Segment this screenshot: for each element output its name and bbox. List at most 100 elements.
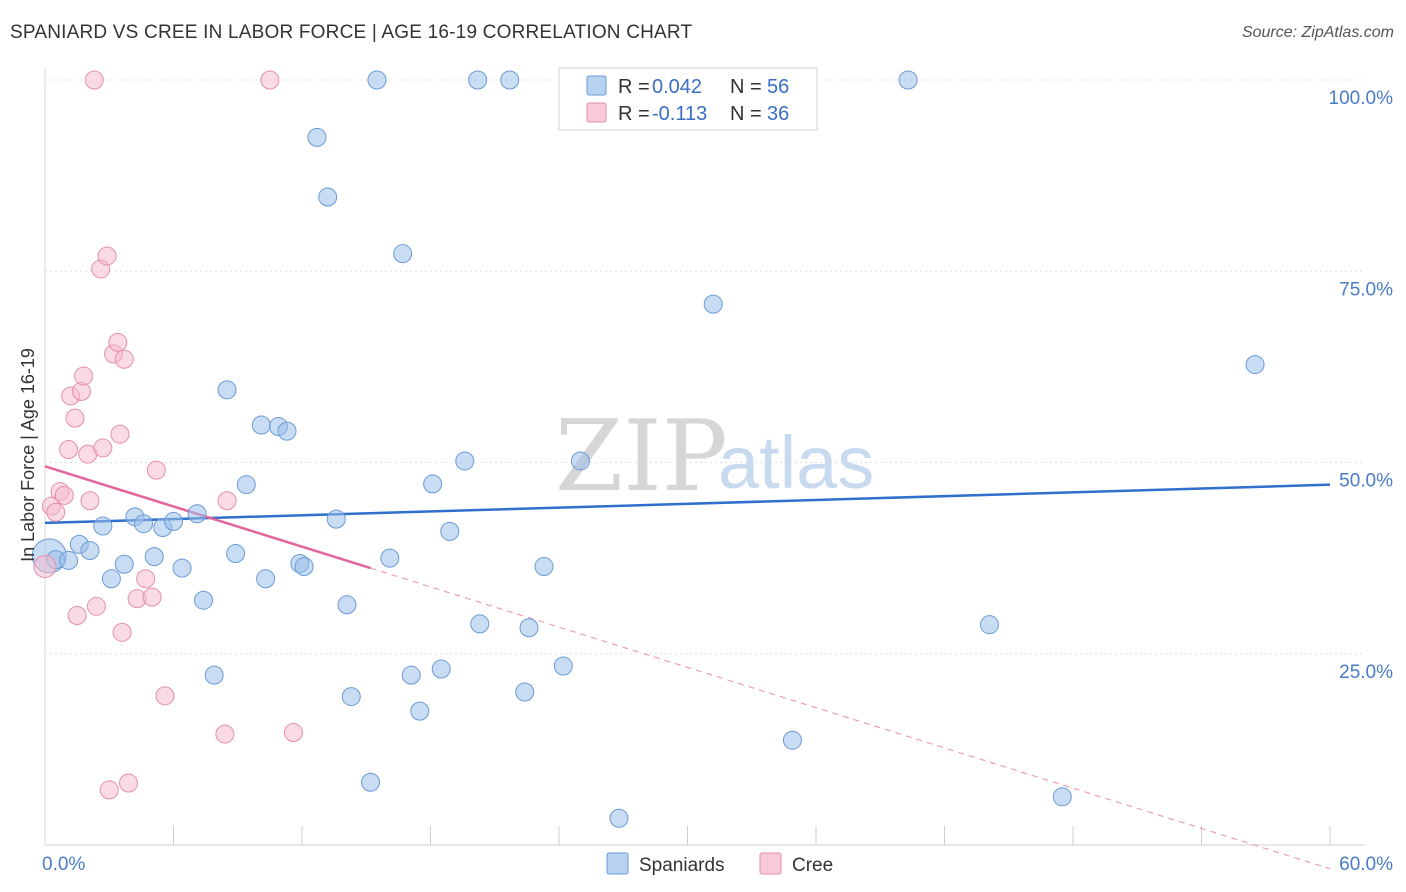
legend-swatch-spaniards bbox=[586, 75, 607, 96]
point-spaniards bbox=[193, 590, 213, 610]
point-spaniards bbox=[455, 451, 475, 471]
point-spaniards bbox=[515, 682, 535, 702]
point-cree bbox=[80, 491, 100, 511]
point-cree bbox=[108, 332, 128, 352]
point-spaniards bbox=[782, 730, 802, 750]
point-spaniards bbox=[553, 656, 573, 676]
point-spaniards bbox=[337, 595, 357, 615]
point-spaniards bbox=[440, 521, 460, 541]
point-cree bbox=[54, 485, 74, 505]
point-cree bbox=[110, 424, 130, 444]
y-tick-label: 75.0% bbox=[1339, 279, 1393, 300]
trend-line-cree bbox=[44, 465, 371, 570]
watermark: ZIP atlas bbox=[555, 400, 874, 514]
point-spaniards bbox=[401, 665, 421, 685]
point-spaniards bbox=[1245, 355, 1265, 375]
point-cree bbox=[283, 723, 303, 743]
point-spaniards bbox=[59, 550, 79, 570]
point-cree bbox=[155, 686, 175, 706]
point-cree bbox=[142, 587, 162, 607]
x-tick-label-max: 60.0% bbox=[1339, 854, 1393, 875]
point-spaniards bbox=[326, 509, 346, 529]
point-spaniards bbox=[187, 504, 207, 524]
source-note: Source: ZipAtlas.com bbox=[1241, 24, 1394, 41]
point-cree bbox=[114, 349, 134, 369]
point-spaniards bbox=[570, 451, 590, 471]
point-cree bbox=[260, 70, 280, 90]
series-legend-label-cree: Cree bbox=[792, 855, 833, 876]
point-cree bbox=[99, 780, 119, 800]
point-spaniards bbox=[361, 772, 381, 792]
trend-line-cree-extension bbox=[370, 567, 1331, 870]
chart-title: SPANIARD VS CREE IN LABOR FORCE | AGE 16… bbox=[10, 22, 693, 43]
point-spaniards bbox=[172, 558, 192, 578]
point-cree bbox=[215, 724, 235, 744]
point-cree bbox=[59, 439, 79, 459]
point-spaniards bbox=[80, 540, 100, 560]
point-spaniards bbox=[217, 380, 237, 400]
legend-n-value-spaniards: 56 bbox=[767, 76, 789, 98]
point-spaniards bbox=[500, 70, 520, 90]
legend-r-value-spaniards: 0.042 bbox=[652, 76, 702, 98]
y-tick-label: 100.0% bbox=[1329, 88, 1394, 109]
point-spaniards bbox=[226, 544, 246, 564]
point-spaniards bbox=[277, 421, 297, 441]
point-spaniards bbox=[101, 569, 121, 589]
point-cree bbox=[33, 555, 57, 579]
point-spaniards bbox=[979, 615, 999, 635]
point-spaniards bbox=[93, 516, 113, 536]
point-spaniards bbox=[236, 475, 256, 495]
point-spaniards bbox=[534, 557, 554, 577]
point-spaniards bbox=[380, 548, 400, 568]
point-cree bbox=[65, 408, 85, 428]
data-points bbox=[31, 70, 1265, 828]
point-cree bbox=[112, 622, 132, 642]
point-spaniards bbox=[468, 70, 488, 90]
legend-n-label-spaniards: N = bbox=[730, 76, 762, 98]
point-spaniards bbox=[898, 70, 918, 90]
point-spaniards bbox=[367, 70, 387, 90]
point-spaniards bbox=[393, 244, 413, 264]
y-axis-label: In Labor Force | Age 16-19 bbox=[18, 348, 38, 562]
point-cree bbox=[67, 606, 87, 625]
point-spaniards bbox=[134, 514, 154, 534]
watermark-atlas: atlas bbox=[718, 421, 874, 504]
trend-line-spaniards bbox=[44, 483, 1331, 525]
point-spaniards bbox=[294, 557, 314, 577]
point-spaniards bbox=[204, 665, 224, 685]
legend-r-label-spaniards: R = bbox=[618, 76, 650, 98]
y-tick-label: 50.0% bbox=[1339, 471, 1393, 492]
legend-r-value-cree: -0.113 bbox=[652, 103, 707, 125]
point-spaniards bbox=[609, 808, 629, 828]
point-spaniards bbox=[703, 294, 723, 314]
legend-r-label-cree: R = bbox=[618, 103, 650, 125]
point-spaniards bbox=[251, 415, 271, 435]
point-spaniards bbox=[114, 554, 134, 574]
point-spaniards bbox=[341, 687, 361, 707]
point-spaniards bbox=[519, 618, 539, 638]
point-cree bbox=[86, 596, 106, 616]
point-spaniards bbox=[307, 127, 327, 147]
point-spaniards bbox=[423, 474, 443, 494]
grid-lines: 25.0% 50.0% 75.0% 100.0% bbox=[45, 79, 1394, 683]
point-cree bbox=[74, 366, 94, 386]
point-spaniards bbox=[1052, 787, 1072, 807]
x-tick-label-min: 0.0% bbox=[42, 854, 85, 875]
point-spaniards bbox=[431, 659, 451, 679]
y-tick-label: 25.0% bbox=[1339, 662, 1393, 683]
point-spaniards bbox=[470, 614, 490, 634]
series-legend: Spaniards Cree bbox=[606, 852, 833, 876]
series-legend-label-spaniards: Spaniards bbox=[639, 855, 725, 876]
point-spaniards bbox=[164, 511, 183, 531]
legend-n-label-cree: N = bbox=[730, 103, 762, 125]
legend-n-value-cree: 36 bbox=[767, 103, 789, 125]
point-spaniards bbox=[144, 547, 164, 567]
point-cree bbox=[97, 246, 117, 266]
legend-swatch-cree bbox=[586, 102, 607, 123]
trend-lines bbox=[44, 465, 1331, 870]
series-legend-swatch-spaniards bbox=[606, 852, 629, 875]
point-cree bbox=[146, 460, 166, 480]
point-cree bbox=[217, 491, 237, 511]
point-cree bbox=[119, 773, 139, 793]
